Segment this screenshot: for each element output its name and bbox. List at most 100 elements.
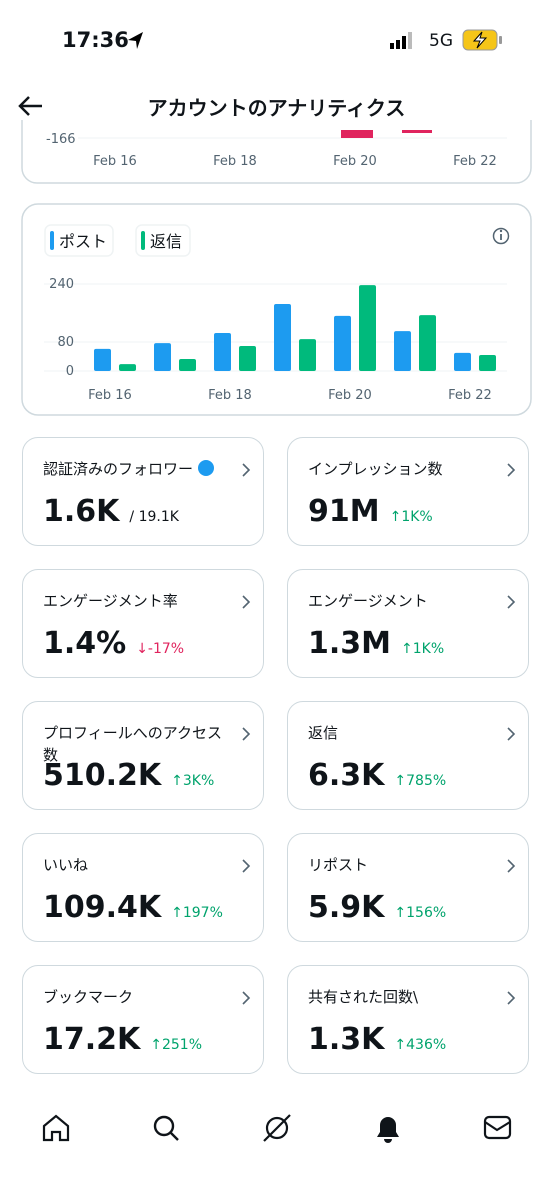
metric-card[interactable]: いいね 109.4K ↑197% [22,833,264,942]
metric-card[interactable]: インプレッション数 91M ↑1K% [287,437,529,546]
y-tick-label: -166 [46,132,76,147]
card-value: 5.9K [308,890,385,925]
metric-card[interactable]: 認証済みのフォロワー 1.6K / 19.1K [22,437,264,546]
legend-chip [44,224,114,257]
chevron [507,991,516,1005]
x-tick-label: Feb 20 [333,154,377,169]
metric-card[interactable]: プロフィールへのアクセス数 510.2K ↑3K% [22,701,264,810]
chevron [507,727,516,741]
chevron [507,595,516,609]
chevron [242,859,251,873]
verified-badge [198,460,215,476]
metric-card[interactable]: リポスト 5.9K ↑156% [287,833,529,942]
card-title: いいね [43,856,89,874]
card-title: ブックマーク [43,988,134,1006]
card-title: エンゲージメント [308,592,428,610]
card-value-row: 1.6K / 19.1K [43,494,179,529]
battery-icon [462,29,502,51]
x-tick-label: Feb 20 [328,388,372,403]
card-value-row: 109.4K ↑197% [43,890,223,925]
y-tick-label: 240 [49,277,74,292]
bar [274,303,291,371]
card-title: 共有された回数\ [308,988,419,1006]
metric-card[interactable]: 共有された回数\ 1.3K ↑436% [287,965,529,1074]
card-border [21,120,532,184]
bar-chart: 0 80 240 ポスト 返信 Feb 16 Feb 18 Feb 20 Feb 22 [21,203,532,416]
card-value-row: 1.3K ↑436% [308,1022,446,1057]
bar-clipped [341,130,373,138]
card-change: ↑1K% [389,509,433,525]
card-change: ↑156% [394,905,447,921]
x-tick-label: Feb 22 [448,388,492,403]
card-value: 6.3K [308,758,385,793]
card-value-row: 91M ↑1K% [308,494,433,529]
card-change: ↑785% [394,773,447,789]
bar [394,331,411,371]
card-change: ↑251% [150,1037,203,1053]
card-value: 109.4K [43,890,162,925]
chevron [507,859,516,873]
header-title: アカウントのアナリティクス [147,96,406,120]
card-change: ↑1K% [401,641,445,657]
metric-card[interactable]: 返信 6.3K ↑785% [287,701,529,810]
card-title: インプレッション数 [308,460,443,478]
card-value: 1.3M [308,626,391,661]
y-tick-label: 80 [57,335,74,350]
legend-swatch [141,231,145,250]
bar [239,345,256,371]
bar [299,339,316,371]
status-time: 17:36 [62,28,129,52]
info-icon-dot [499,229,503,233]
card-value-row: 1.4% ↓-17% [43,626,184,661]
card-title: リポスト [308,856,369,874]
bar [119,364,136,371]
back-button[interactable] [16,92,46,120]
card-value: 17.2K [43,1022,141,1057]
card-value-row: 17.2K ↑251% [43,1022,202,1057]
metric-card[interactable]: ブックマーク 17.2K ↑251% [22,965,264,1074]
home-icon[interactable] [42,1114,70,1142]
top-chart: -166 Feb 16 Feb 18 Feb 20 Feb 22 [21,120,532,184]
x-tick-label: Feb 16 [88,388,132,403]
chevron [242,463,251,477]
chevron [242,991,251,1005]
bottom-nav [42,1114,512,1143]
card-title: エンゲージメント率 [43,592,178,610]
x-tick-label: Feb 16 [93,154,137,169]
bar [479,355,496,371]
search-icon[interactable] [153,1115,175,1137]
y-tick-label: 0 [66,364,74,379]
metric-card[interactable]: エンゲージメント 1.3M ↑1K% [287,569,529,678]
x-tick-label: Feb 18 [213,154,257,169]
card-value-row: 1.3M ↑1K% [308,626,444,661]
card-value: 510.2K [43,758,162,793]
info-icon[interactable] [492,227,510,245]
network: 5G [429,31,453,51]
card-change: ↑3K% [171,773,215,789]
card-value: 1.3K [308,1022,385,1057]
card-change: ↑436% [394,1037,447,1053]
card-value: 91M [308,494,380,529]
card-change: ↑197% [171,905,223,921]
card-value-row: 510.2K ↑3K% [43,758,214,793]
x-tick-label: Feb 18 [208,388,252,403]
legend-label: ポスト [59,232,107,251]
x-tick-label: Feb 22 [453,154,497,169]
signal-icon [390,32,412,49]
bar [179,359,196,371]
chevron [507,463,516,477]
card-value: 1.6K [43,494,120,529]
grok-icon[interactable] [265,1116,289,1140]
card-title: プロフィールへのアクセス数 [43,724,222,764]
card-title: 認証済みのフォロワー [43,458,233,480]
metric-card[interactable]: エンゲージメント率 1.4% ↓-17% [22,569,264,678]
notifications-icon[interactable] [377,1117,399,1143]
bar [419,315,436,371]
card-value-row: 6.3K ↑785% [308,758,446,793]
chevron [242,727,251,741]
messages-icon[interactable] [483,1115,512,1140]
legend-label: 返信 [150,232,182,251]
bar [454,352,471,371]
chevron [242,595,251,609]
